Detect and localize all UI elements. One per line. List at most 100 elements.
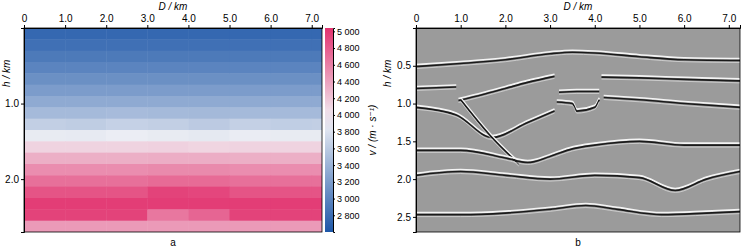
colorbar-axis-tick-mark — [333, 98, 335, 99]
x-axis-tick: 2.0 — [100, 13, 114, 28]
heatmap-cell — [230, 51, 272, 63]
colorbar-axis-tick-label: 4 400 — [337, 77, 360, 87]
heatmap-cell — [24, 51, 66, 63]
x-axis-tick-label: 2.0 — [499, 13, 513, 24]
colorbar-axis-tick-label: 4 000 — [337, 110, 360, 120]
heatmap-cell — [230, 96, 272, 108]
x-axis-tick-mark — [147, 25, 148, 28]
heatmap-cell — [106, 51, 148, 63]
colorbar-title: v / (m · s⁻¹) — [367, 105, 378, 156]
colorbar-axis-tick: 4 200 — [333, 94, 360, 104]
y-axis-tick-mark — [413, 104, 416, 105]
heatmap-cell — [65, 28, 107, 40]
y-axis-tick: 2.0 — [5, 174, 24, 185]
x-axis-tick-mark — [106, 25, 107, 28]
heatmap-cell — [65, 39, 107, 51]
colorbar-axis-tick-mark — [333, 65, 335, 66]
heatmap-cell — [24, 130, 66, 142]
heatmap-cell — [230, 73, 272, 85]
heatmap-cell — [147, 28, 189, 40]
x-axis-tick: 6.0 — [678, 13, 692, 28]
heatmap-cell — [106, 221, 148, 232]
panel-caption: b — [575, 237, 581, 248]
y-axis-tick: 2.5 — [397, 212, 416, 223]
heatmap-cell — [312, 39, 322, 51]
heatmap-cell — [65, 85, 107, 97]
reflector — [458, 76, 554, 100]
heatmap-cell — [188, 119, 230, 131]
heatmap-cell — [312, 51, 322, 63]
heatmap-cell — [24, 96, 66, 108]
heatmap-cell — [24, 28, 66, 40]
heatmap-cell — [271, 28, 313, 40]
x-axis-tick: 3.0 — [141, 13, 155, 28]
heatmap-cell — [65, 62, 107, 74]
heatmap-cell — [24, 187, 66, 199]
heatmap-cell — [147, 73, 189, 85]
y-axis-tick-mark — [413, 217, 416, 218]
heatmap-cell — [106, 198, 148, 210]
heatmap-cell — [188, 198, 230, 210]
figure: 01.02.03.04.05.06.07.01.02.0D / kmh / km… — [0, 0, 755, 251]
x-axis-tick: 2.0 — [499, 13, 513, 28]
colorbar-axis-tick-label: 5 000 — [337, 27, 360, 37]
heatmap-cell — [106, 28, 148, 40]
heatmap-cell — [188, 141, 230, 153]
y-axis-tick: 0.5 — [397, 60, 416, 71]
heatmap-cell — [106, 107, 148, 119]
x-axis: 01.02.03.04.05.06.07.0 — [22, 13, 323, 29]
heatmap-cell — [188, 96, 230, 108]
reflector-shadow — [416, 143, 740, 164]
reflector — [559, 91, 599, 93]
colorbar-axis-tick-mark — [333, 165, 335, 166]
x-axis-tick-mark — [416, 25, 417, 28]
x-axis-tick-mark — [312, 25, 313, 28]
panel-a: 01.02.03.04.05.06.07.01.02.0D / kmh / km… — [1, 1, 323, 248]
heatmap-cell — [230, 28, 272, 40]
plot-area — [24, 28, 322, 232]
colorbar-axis-tick: 4 400 — [333, 77, 360, 87]
x-axis-tick-mark — [461, 25, 462, 28]
reflector-shadow — [604, 100, 740, 110]
heatmap-cell — [230, 85, 272, 97]
heatmap-cell — [230, 107, 272, 119]
heatmap-cell — [147, 153, 189, 165]
heatmap-cell — [147, 221, 189, 232]
y-axis-tick-label: 1.5 — [397, 136, 411, 147]
y-axis-tick: 1.0 — [397, 98, 416, 109]
colorbar-axis-tick: 4 000 — [333, 110, 360, 120]
heatmap-cell — [271, 96, 313, 108]
heatmap-cell — [312, 153, 322, 165]
heatmap-cell — [312, 73, 322, 85]
heatmap-cell — [106, 119, 148, 131]
heatmap-cell — [188, 187, 230, 199]
y-axis-tick-mark — [21, 179, 24, 180]
heatmap-cell — [24, 209, 66, 221]
colorbar-axis-tick-mark — [333, 215, 335, 216]
x-axis-tick: 7.0 — [722, 13, 736, 28]
heatmap-cell — [106, 164, 148, 176]
heatmap-cell — [230, 39, 272, 51]
reflector-shadow — [458, 78, 554, 102]
heatmap-cell — [312, 198, 322, 210]
heatmap-cell — [24, 164, 66, 176]
x-axis-tick-mark — [550, 25, 551, 28]
colorbar-axis-tick-label: 4 800 — [337, 43, 360, 53]
heatmap-cell — [106, 209, 148, 221]
heatmap-cell — [147, 130, 189, 142]
heatmap-cell — [230, 164, 272, 176]
colorbar-axis-tick: 2 800 — [333, 211, 360, 221]
colorbar-axis-tick-label: 2 800 — [337, 211, 360, 221]
reflector — [416, 87, 456, 89]
heatmap-cell — [147, 187, 189, 199]
colorbar: 2 8003 0003 2003 4003 6003 8004 0004 200… — [325, 27, 378, 233]
colorbar-axis-tick: 4 600 — [333, 60, 360, 70]
colorbar-axis-tick-mark — [333, 48, 335, 49]
y-axis-tick-mark — [413, 66, 416, 67]
x-axis-tick-label: 3.0 — [544, 13, 558, 24]
x-axis-tick: 3.0 — [544, 13, 558, 28]
x-axis-title: D / km — [564, 1, 593, 12]
heatmap-cell — [147, 51, 189, 63]
reflector-shadow — [416, 89, 456, 91]
colorbar-axis-tick-mark — [333, 132, 335, 133]
